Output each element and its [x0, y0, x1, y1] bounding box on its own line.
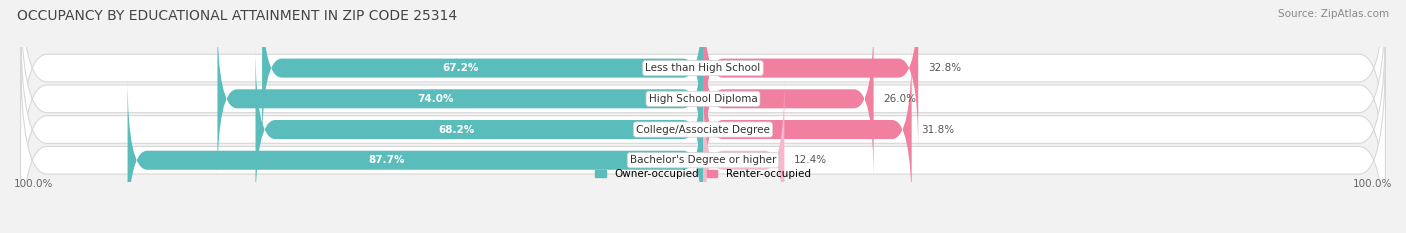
Text: Bachelor's Degree or higher: Bachelor's Degree or higher: [630, 155, 776, 165]
FancyBboxPatch shape: [21, 0, 1385, 208]
FancyBboxPatch shape: [703, 47, 911, 212]
Legend: Owner-occupied, Renter-occupied: Owner-occupied, Renter-occupied: [591, 165, 815, 183]
Text: College/Associate Degree: College/Associate Degree: [636, 124, 770, 134]
Text: High School Diploma: High School Diploma: [648, 94, 758, 104]
FancyBboxPatch shape: [256, 47, 703, 212]
Text: OCCUPANCY BY EDUCATIONAL ATTAINMENT IN ZIP CODE 25314: OCCUPANCY BY EDUCATIONAL ATTAINMENT IN Z…: [17, 9, 457, 23]
Text: 74.0%: 74.0%: [418, 94, 454, 104]
FancyBboxPatch shape: [128, 78, 703, 233]
FancyBboxPatch shape: [703, 16, 873, 182]
Text: 12.4%: 12.4%: [794, 155, 827, 165]
Text: Source: ZipAtlas.com: Source: ZipAtlas.com: [1278, 9, 1389, 19]
Text: 100.0%: 100.0%: [14, 179, 53, 189]
Text: 87.7%: 87.7%: [368, 155, 405, 165]
FancyBboxPatch shape: [218, 16, 703, 182]
Text: 31.8%: 31.8%: [921, 124, 955, 134]
FancyBboxPatch shape: [21, 21, 1385, 233]
Text: Less than High School: Less than High School: [645, 63, 761, 73]
FancyBboxPatch shape: [21, 0, 1385, 177]
Text: 32.8%: 32.8%: [928, 63, 962, 73]
FancyBboxPatch shape: [703, 78, 785, 233]
FancyBboxPatch shape: [262, 0, 703, 151]
Text: 68.2%: 68.2%: [439, 124, 475, 134]
FancyBboxPatch shape: [703, 0, 918, 151]
Text: 67.2%: 67.2%: [443, 63, 478, 73]
Text: 100.0%: 100.0%: [1353, 179, 1392, 189]
FancyBboxPatch shape: [21, 51, 1385, 233]
Text: 26.0%: 26.0%: [883, 94, 917, 104]
